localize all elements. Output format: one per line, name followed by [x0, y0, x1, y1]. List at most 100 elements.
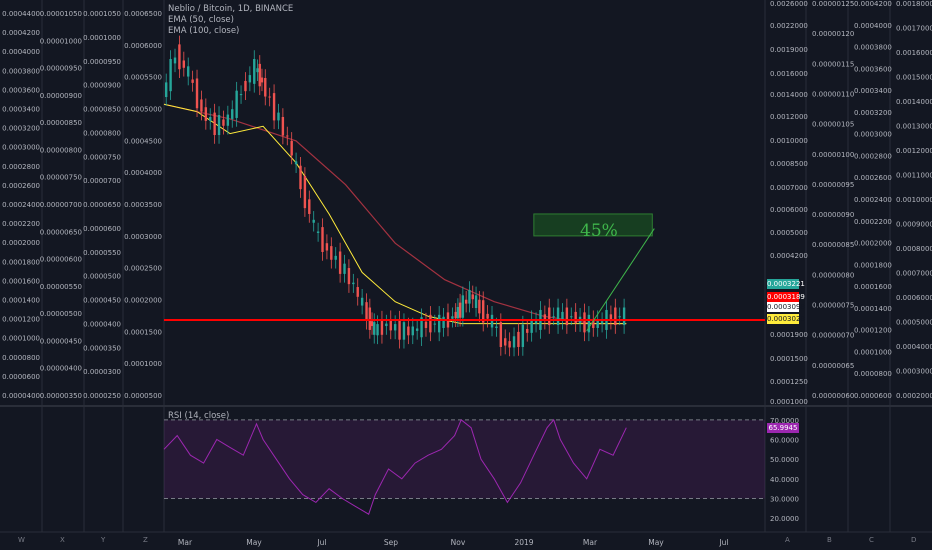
- candle-body: [499, 322, 503, 347]
- candle-body: [173, 57, 177, 64]
- candle-body: [370, 321, 374, 327]
- time-axis-label: Jul: [718, 538, 728, 547]
- candle-body: [343, 263, 346, 274]
- candle-body: [321, 227, 324, 252]
- chart-marks: [163, 35, 765, 357]
- right-axis-tick-label: 0.00000085: [812, 241, 854, 249]
- candle-body: [461, 295, 465, 318]
- right-axis-tick-label: 0.0012000: [896, 147, 932, 155]
- right-axis-tick-label: 0.0009000: [896, 221, 932, 229]
- right-axis-tick-label: 0.00000120: [812, 30, 854, 38]
- right-axis-tick-label: 0.0004000: [854, 22, 892, 30]
- right-axis-tick-label: 0.00000100: [812, 151, 854, 159]
- left-axis-tick-label: 0.0000850: [83, 106, 121, 114]
- left-axis-tick-label: 0.0000600: [83, 225, 121, 233]
- time-axis-label: Mar: [583, 538, 598, 547]
- left-axis-tick-label: 0.0000300: [83, 368, 121, 376]
- rsi-axis-tick-label: 50.0000: [770, 456, 799, 464]
- right-axis-tick-label: 0.0001200: [854, 327, 892, 335]
- right-axis-tick-label: 0.0001600: [854, 283, 892, 291]
- left-axis-tick-label: 0.0000400: [83, 320, 121, 328]
- right-axis-tick-label: 0.00000070: [812, 332, 854, 340]
- candle-body: [347, 268, 351, 285]
- left-axis-tick-label: 0.00000950: [40, 65, 82, 73]
- right-axis-tick-label: 0.0010000: [896, 196, 932, 204]
- rsi-legend[interactable]: RSI (14, close): [168, 411, 230, 421]
- candle-body: [614, 307, 617, 326]
- legend-ema100[interactable]: EMA (100, close): [168, 26, 240, 36]
- right-axis-tick-label: 0.0002800: [854, 152, 892, 160]
- candle-body: [543, 314, 547, 321]
- rsi-value-badge: 65.9945: [767, 422, 799, 433]
- scale-letter[interactable]: X: [60, 536, 65, 544]
- scale-letter[interactable]: A: [785, 536, 790, 544]
- candle-body: [376, 324, 379, 336]
- left-axis-tick-label: 0.0005000: [124, 106, 162, 114]
- left-axis-tick-label: 0.0001050: [83, 10, 121, 18]
- scale-letter[interactable]: Y: [101, 536, 106, 544]
- price-axis-tick-label: 0.0005000: [770, 229, 808, 237]
- price-axis-tick-label: 0.0004200: [770, 252, 808, 260]
- candle-body: [178, 44, 181, 70]
- rsi-axis-tick-label: 60.0000: [770, 437, 799, 445]
- candle-body: [217, 115, 221, 136]
- right-axis-tick-label: 0.00000115: [812, 60, 854, 68]
- right-axis-tick-label: 0.0002000: [896, 392, 932, 400]
- left-axis-tick-label: 0.00001000: [40, 37, 82, 45]
- left-axis-tick-label: 0.0001000: [83, 34, 121, 42]
- candle-body: [600, 321, 604, 324]
- scale-letter[interactable]: B: [827, 536, 832, 544]
- candle-body: [290, 140, 293, 156]
- time-axis-labels: Mar May Jul Sep Nov 2019 Mar May Jul: [178, 538, 729, 547]
- candle-body: [165, 82, 168, 98]
- right-axis-tick-label: 0.00000095: [812, 181, 854, 189]
- scale-letter[interactable]: Z: [143, 536, 148, 544]
- left-axis-tick-label: 0.0004500: [124, 137, 162, 145]
- right-axis-tick-label: 0.0004000: [896, 343, 932, 351]
- left-axis-tick-label: 0.0004400: [2, 10, 40, 18]
- right-axis-tick-label: 0.0003600: [854, 65, 892, 73]
- left-axis-tick-label: 0.0000750: [83, 153, 121, 161]
- scale-letter[interactable]: W: [18, 536, 25, 544]
- left-axis-tick-label: 0.0004000: [2, 48, 40, 56]
- price-axis-tick-label: 0.0019000: [770, 46, 808, 54]
- left-axis-tick-label: 0.0000250: [83, 392, 121, 400]
- candle-body: [338, 251, 342, 274]
- candle-body: [596, 319, 599, 328]
- left-axis-tick-label: 0.00000400: [40, 365, 82, 373]
- rsi-axis-tick-label: 30.0000: [770, 496, 799, 504]
- left-axis-tick-label: 0.0001600: [2, 277, 40, 285]
- price-axis-tick-label: 0.0007000: [770, 184, 808, 192]
- right-axis-tick-label: 0.0002000: [854, 240, 892, 248]
- candle-body: [312, 219, 315, 223]
- candle-body: [618, 316, 621, 318]
- candle-body: [592, 319, 595, 328]
- time-axis-label: May: [648, 538, 664, 547]
- price-axis-tick-label: 0.0008500: [770, 160, 808, 168]
- candle-body: [433, 323, 436, 325]
- trend-line: [586, 228, 655, 332]
- candle-body: [402, 322, 406, 340]
- right-axis-labels: 0.0026000 0.0022000 0.0019000 0.0016000 0.00…: [770, 0, 932, 406]
- legend-ema50[interactable]: EMA (50, close): [168, 15, 234, 25]
- price-badge: 0.0003098: [767, 302, 805, 312]
- price-badge: 0.0003221: [767, 279, 805, 289]
- right-axis-tick-label: 0.00000080: [812, 271, 854, 279]
- right-axis-tick-label: 0.0002600: [854, 174, 892, 182]
- candle-body: [231, 109, 234, 119]
- candle-body: [570, 316, 573, 318]
- left-axis-tick-label: 0.0003800: [2, 67, 40, 75]
- left-axis-tick-label: 0.0003000: [2, 144, 40, 152]
- price-axis-tick-label: 0.0001900: [770, 331, 808, 339]
- scale-letter[interactable]: D: [911, 536, 917, 544]
- scale-letter[interactable]: C: [869, 536, 874, 544]
- left-axis-tick-label: 0.0004200: [2, 29, 40, 37]
- candle-body: [368, 307, 372, 330]
- candle-body: [490, 314, 494, 328]
- candle-body: [609, 314, 613, 321]
- candle-body: [583, 312, 586, 333]
- percent-annotation[interactable]: 45%: [580, 221, 618, 241]
- candle-body: [508, 341, 511, 348]
- legend-pair[interactable]: Neblio / Bitcoin, 1D, BINANCE: [168, 4, 294, 14]
- candle-body: [365, 302, 368, 321]
